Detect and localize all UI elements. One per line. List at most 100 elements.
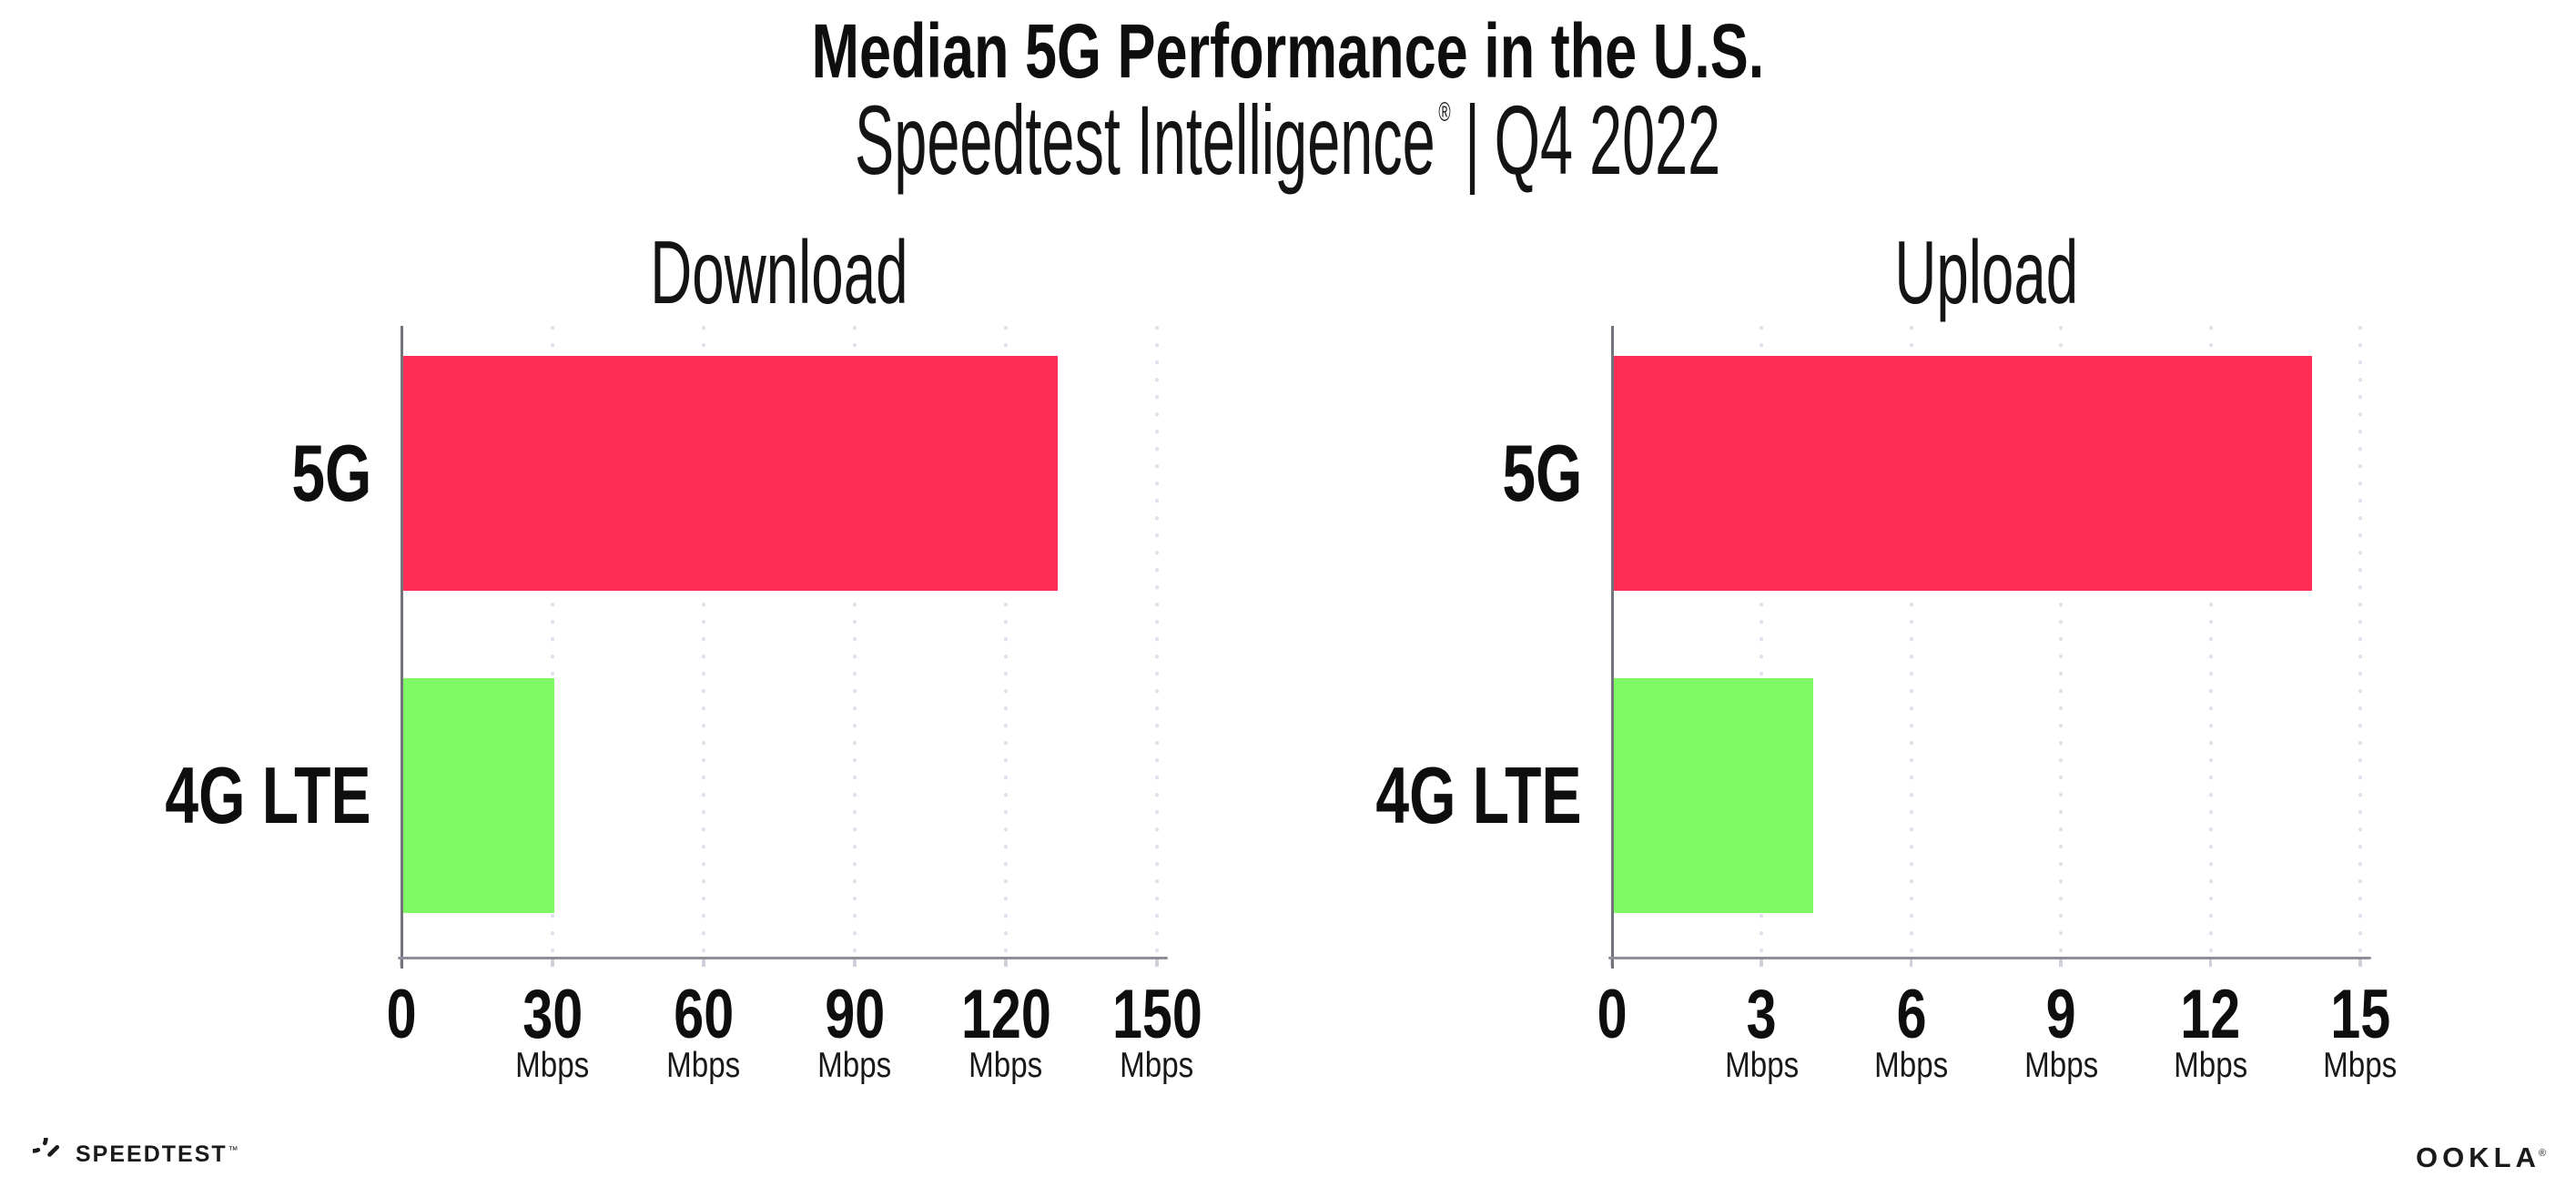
tick-unit-90: Mbps xyxy=(755,1048,955,1083)
tick-label-text: 30 xyxy=(522,976,583,1053)
category-label-text: 4G LTE xyxy=(1375,750,1582,840)
category-label-5g: 5G xyxy=(7,433,371,513)
gridline-30 xyxy=(551,326,554,956)
tick-unit-3: Mbps xyxy=(1661,1048,1861,1083)
category-label-5g: 5G xyxy=(1218,433,1582,513)
gridline-120 xyxy=(1004,326,1008,956)
tick-label-0: 0 xyxy=(301,980,502,1050)
ookla-logo: OOKLA® xyxy=(2416,1141,2546,1174)
tick-label-60: 60 xyxy=(603,980,804,1050)
chart-title-upload: Upload xyxy=(1612,228,2360,317)
registered-mark: ® xyxy=(1438,97,1451,127)
tick-unit-text: Mbps xyxy=(817,1046,892,1085)
page-title-text: Median 5G Performance in the U.S. xyxy=(811,8,1765,94)
category-label-text: 5G xyxy=(290,428,371,518)
x-axis-upload xyxy=(1608,957,2371,959)
tick-label-3: 3 xyxy=(1661,980,1861,1050)
tick-label-30: 30 xyxy=(452,980,653,1050)
axis-tick-120 xyxy=(1004,959,1008,967)
category-label-text: 5G xyxy=(1501,428,1582,518)
axis-tick-9 xyxy=(2059,959,2063,967)
tick-unit-text: Mbps xyxy=(1724,1046,1799,1085)
tick-label-9: 9 xyxy=(1961,980,2161,1050)
tick-label-text: 0 xyxy=(1597,976,1628,1053)
subtitle-separator: | xyxy=(1465,85,1481,195)
y-axis-download xyxy=(401,326,403,969)
tick-label-text: 9 xyxy=(2045,976,2076,1053)
tick-unit-text: Mbps xyxy=(969,1046,1043,1085)
speedtest-gauge-icon xyxy=(33,1138,60,1157)
category-label-text: 4G LTE xyxy=(165,750,371,840)
chart-title-text: Download xyxy=(650,222,908,322)
tick-unit-text: Mbps xyxy=(515,1046,590,1085)
gridline-15 xyxy=(2358,326,2362,956)
ookla-wordmark: OOKLA xyxy=(2415,1141,2541,1173)
axis-tick-15 xyxy=(2358,959,2362,967)
axis-tick-150 xyxy=(1155,959,1159,967)
subtitle-period: Q4 2022 xyxy=(1494,85,1721,195)
tick-label-15: 15 xyxy=(2260,980,2460,1050)
page-title: Median 5G Performance in the U.S. xyxy=(0,13,2576,89)
tick-unit-12: Mbps xyxy=(2111,1048,2311,1083)
tick-label-text: 0 xyxy=(386,976,417,1053)
chart-title-download: Download xyxy=(401,228,1157,317)
gridline-12 xyxy=(2208,326,2213,956)
category-label-4g-lte: 4G LTE xyxy=(7,756,371,836)
page-subtitle-text: Speedtest Intelligence ® | Q4 2022 xyxy=(855,91,1720,215)
tick-unit-text: Mbps xyxy=(1120,1046,1194,1085)
axis-tick-90 xyxy=(853,959,857,967)
axis-tick-12 xyxy=(2208,959,2213,967)
bar-5g-upload xyxy=(1614,356,2313,591)
axis-tick-3 xyxy=(1760,959,1763,967)
tick-unit-30: Mbps xyxy=(452,1048,653,1083)
ookla-registered-mark: ® xyxy=(2538,1148,2546,1159)
tick-unit-60: Mbps xyxy=(603,1048,804,1083)
tick-unit-text: Mbps xyxy=(2174,1046,2248,1085)
gridline-6 xyxy=(1909,326,1913,956)
gridline-60 xyxy=(702,326,705,956)
tick-unit-text: Mbps xyxy=(666,1046,741,1085)
tick-label-text: 60 xyxy=(674,976,734,1053)
tick-unit-text: Mbps xyxy=(2023,1046,2098,1085)
speedtest-wordmark: SPEEDTEST™ xyxy=(76,1141,240,1168)
y-axis-upload xyxy=(1611,326,1614,969)
axis-tick-30 xyxy=(551,959,554,967)
tick-label-text: 12 xyxy=(2180,976,2241,1053)
gridline-150 xyxy=(1155,326,1159,956)
tick-unit-9: Mbps xyxy=(1961,1048,2161,1083)
tick-label-text: 120 xyxy=(960,976,1051,1053)
page-subtitle: Speedtest Intelligence ® | Q4 2022 xyxy=(0,91,2576,215)
tick-label-text: 90 xyxy=(825,976,885,1053)
trademark-mark: ™ xyxy=(228,1145,240,1156)
tick-unit-6: Mbps xyxy=(1811,1048,2012,1083)
tick-label-6: 6 xyxy=(1811,980,2012,1050)
tick-label-12: 12 xyxy=(2111,980,2311,1050)
axis-tick-6 xyxy=(1909,959,1913,967)
bar-4g-lte-download xyxy=(403,678,554,913)
tick-label-text: 150 xyxy=(1111,976,1202,1053)
tick-unit-text: Mbps xyxy=(1874,1046,1949,1085)
tick-unit-120: Mbps xyxy=(906,1048,1106,1083)
subtitle-brand: Speedtest Intelligence xyxy=(855,85,1436,195)
chart-title-text: Upload xyxy=(1894,222,2078,322)
speedtest-label: SPEEDTEST xyxy=(76,1141,228,1167)
axis-tick-60 xyxy=(702,959,705,967)
tick-label-text: 3 xyxy=(1746,976,1777,1053)
speedtest-logo: SPEEDTEST™ xyxy=(33,1138,240,1172)
tick-unit-150: Mbps xyxy=(1057,1048,1257,1083)
bar-4g-lte-upload xyxy=(1614,678,1814,913)
gridline-9 xyxy=(2059,326,2064,956)
tick-label-0: 0 xyxy=(1512,980,1712,1050)
gridline-90 xyxy=(853,326,857,956)
tick-label-text: 6 xyxy=(1896,976,1927,1053)
tick-unit-text: Mbps xyxy=(2323,1046,2398,1085)
tick-label-90: 90 xyxy=(755,980,955,1050)
tick-unit-15: Mbps xyxy=(2260,1048,2460,1083)
category-label-4g-lte: 4G LTE xyxy=(1218,756,1582,836)
tick-label-text: 15 xyxy=(2330,976,2390,1053)
bar-5g-download xyxy=(403,356,1059,591)
gridline-3 xyxy=(1760,326,1764,956)
x-axis-download xyxy=(398,957,1168,959)
tick-label-150: 150 xyxy=(1057,980,1257,1050)
tick-label-120: 120 xyxy=(906,980,1106,1050)
